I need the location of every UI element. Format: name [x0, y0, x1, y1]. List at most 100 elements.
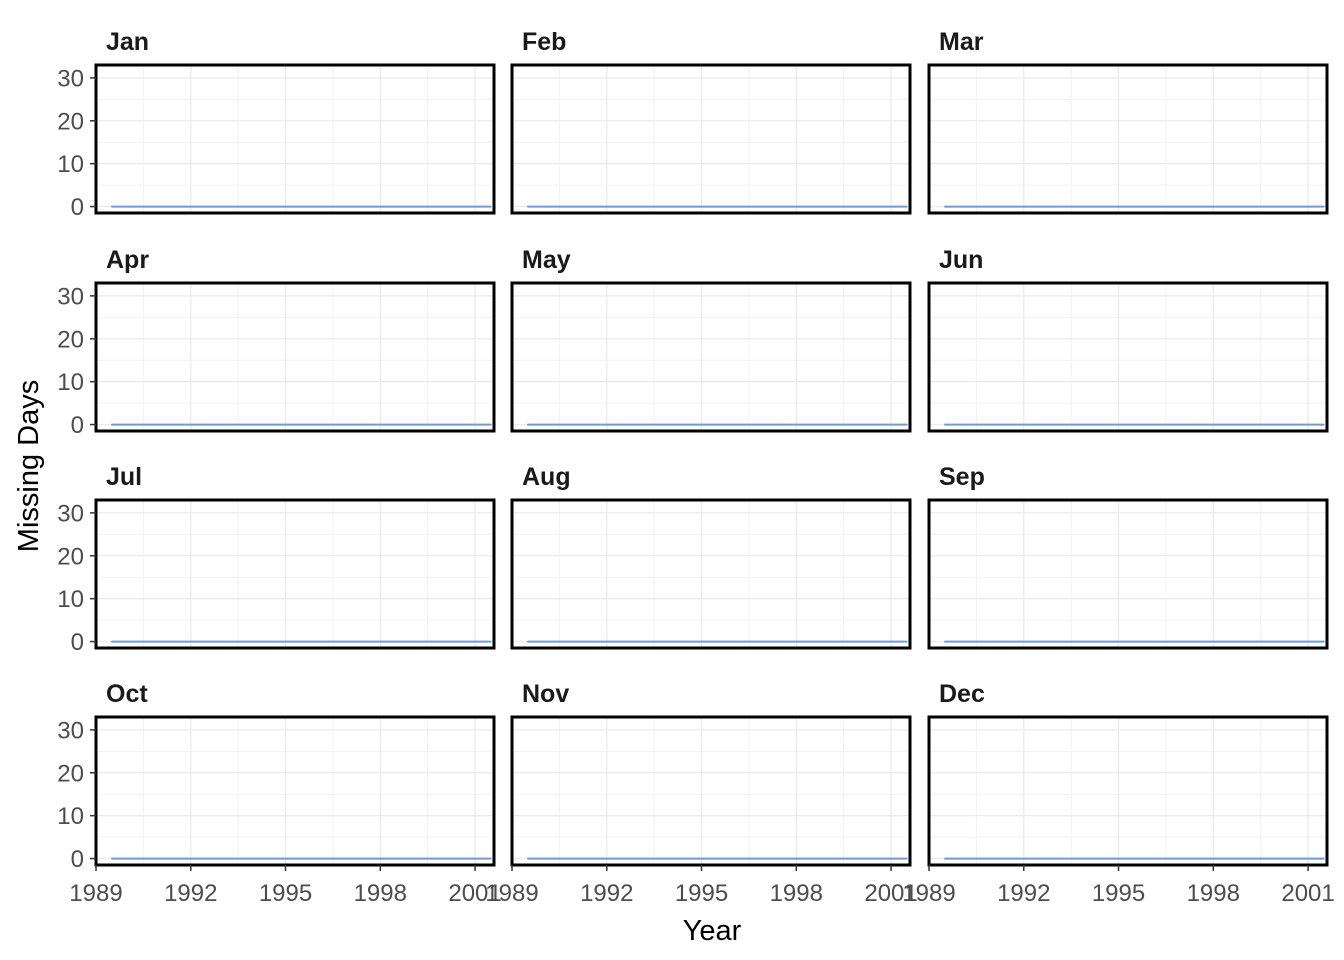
data-point [1259, 640, 1262, 643]
data-point [779, 857, 782, 860]
data-point [110, 857, 113, 860]
panel-border [510, 63, 912, 215]
data-point [526, 423, 529, 426]
data-point [1133, 205, 1136, 208]
data-point [1101, 205, 1104, 208]
data-point [779, 640, 782, 643]
y-tick-label: 10 [57, 586, 84, 613]
data-point [458, 640, 461, 643]
data-point [332, 640, 334, 643]
y-tick-label: 10 [57, 369, 84, 396]
x-tick-label: 1992 [580, 880, 633, 907]
facet-strip-may: May [522, 246, 571, 274]
data-point [332, 205, 334, 208]
data-point [621, 205, 624, 208]
data-point [811, 205, 813, 208]
data-point [300, 205, 303, 208]
data-point [110, 423, 113, 426]
y-tick-label: 30 [57, 717, 84, 744]
data-point [975, 423, 978, 426]
data-point [558, 857, 561, 860]
data-point [779, 423, 782, 426]
data-point [1101, 857, 1104, 860]
y-tick-label: 20 [57, 108, 84, 135]
data-point [1070, 423, 1072, 426]
y-axis-title: Missing Days [13, 380, 45, 552]
data-point [1323, 857, 1325, 860]
data-point [174, 857, 176, 860]
data-point [874, 857, 877, 860]
data-point [426, 423, 429, 426]
data-point [490, 205, 492, 208]
panel-border [927, 63, 1329, 215]
data-point [1228, 423, 1230, 426]
data-point [205, 857, 208, 860]
data-point [842, 857, 845, 860]
data-point [1228, 640, 1230, 643]
data-point [526, 640, 529, 643]
data-point [490, 423, 492, 426]
data-point [237, 423, 239, 426]
data-point [906, 205, 908, 208]
data-point [1038, 640, 1041, 643]
data-point [590, 640, 592, 643]
y-tick-label: 0 [71, 412, 84, 439]
data-point [811, 857, 813, 860]
data-point [300, 423, 303, 426]
data-point [1165, 423, 1167, 426]
data-point [621, 857, 624, 860]
data-point [1196, 857, 1199, 860]
data-point [110, 640, 113, 643]
facet-strip-feb: Feb [522, 28, 566, 56]
facet-strip-aug: Aug [522, 463, 571, 491]
panel-border [94, 63, 496, 215]
data-point [363, 205, 366, 208]
data-point [268, 857, 271, 860]
facet-strip-jul: Jul [106, 463, 142, 491]
data-point [395, 423, 397, 426]
data-point [1323, 423, 1325, 426]
x-axis-title: Year [683, 915, 742, 947]
data-point [748, 205, 750, 208]
y-tick-label: 30 [57, 283, 84, 310]
data-point [590, 423, 592, 426]
data-point [716, 857, 719, 860]
data-point [237, 857, 239, 860]
panel-border [510, 281, 912, 433]
data-point [874, 640, 877, 643]
data-point [1133, 640, 1136, 643]
panel-border [94, 715, 496, 867]
x-tick-label: 1995 [259, 880, 312, 907]
data-point [1165, 205, 1167, 208]
data-point [1323, 205, 1325, 208]
data-point [1038, 857, 1041, 860]
data-point [1133, 423, 1136, 426]
data-point [653, 857, 655, 860]
data-point [558, 423, 561, 426]
y-tick-label: 20 [57, 760, 84, 787]
data-point [748, 423, 750, 426]
x-tick-label: 1992 [997, 880, 1050, 907]
y-tick-label: 0 [71, 629, 84, 656]
data-point [590, 857, 592, 860]
facet-strip-sep: Sep [939, 463, 985, 491]
data-point [684, 423, 687, 426]
data-point [975, 640, 978, 643]
facet-strip-mar: Mar [939, 28, 984, 56]
data-point [268, 640, 271, 643]
data-point [748, 640, 750, 643]
data-point [748, 857, 750, 860]
y-tick-label: 0 [71, 846, 84, 873]
x-tick-label: 1998 [770, 880, 823, 907]
data-point [874, 205, 877, 208]
data-point [716, 205, 719, 208]
x-tick-label: 2001 [448, 880, 501, 907]
data-point [1070, 205, 1072, 208]
x-tick-label: 1998 [1187, 880, 1240, 907]
facet-strip-jun: Jun [939, 246, 983, 274]
data-point [1196, 640, 1199, 643]
data-point [842, 423, 845, 426]
panel-border [94, 281, 496, 433]
data-point [174, 205, 176, 208]
